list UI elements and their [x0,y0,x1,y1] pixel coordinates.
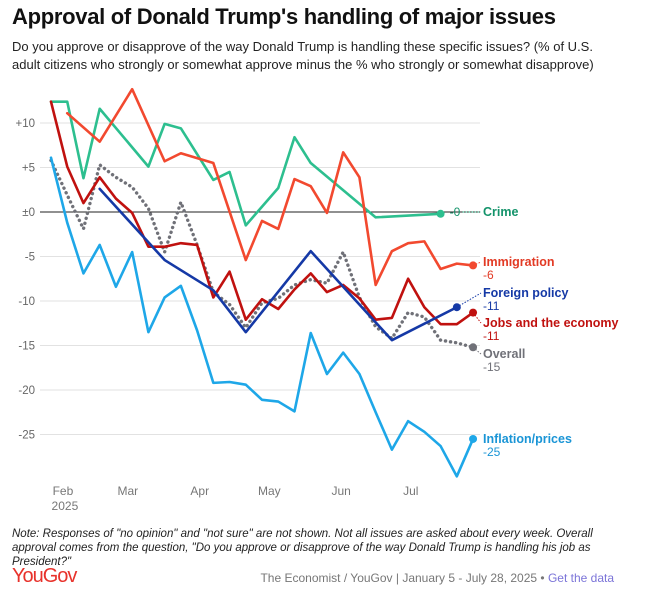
y-tick-label: -20 [18,385,35,397]
end-point-marker [469,434,478,443]
series-foreign-policy: Foreign policy-11 [98,187,568,342]
x-tick-label: Mar [118,484,139,498]
x-tick-label: Jun [332,484,351,498]
get-the-data-link[interactable]: Get the data [547,571,614,585]
x-tick-label: Feb [53,484,74,498]
series-line [49,100,475,326]
end-value-label: -25 [483,445,501,459]
y-tick-label: -10 [18,296,35,308]
series-line [65,87,475,287]
series-jobs-and-the-economy: Jobs and the economy-11 [49,100,618,343]
y-tick-label: -15 [18,341,35,353]
series-label: Foreign policy [483,286,568,300]
y-tick-label: -5 [25,252,35,264]
y-tick-label: +10 [15,118,35,130]
series-label: Overall [483,347,525,361]
end-value-label: -6 [483,268,494,282]
series-label: Crime [483,205,518,219]
y-tick-label: +5 [22,163,35,175]
label-connector [456,292,482,308]
series-label: Immigration [483,255,555,269]
series-overall: Overall-15 [49,158,525,374]
x-tick-label: Apr [190,484,209,498]
y-tick-label: -25 [18,430,35,442]
label-connector [472,261,482,266]
chart-subtitle: Do you approve or disapprove of the way … [12,39,594,72]
label-connector [472,312,482,324]
end-point-marker [436,209,445,218]
series-label: Inflation/prices [483,432,572,446]
end-value-label: -15 [483,360,501,374]
x-tick-sublabel: 2025 [52,499,79,513]
end-value-label: -11 [483,299,500,313]
source-line: The Economist / YouGov | January 5 - Jul… [260,571,614,585]
series-label: Jobs and the economy [483,316,618,330]
end-value-label: -11 [483,329,500,343]
x-tick-label: May [258,484,281,498]
series-line [49,100,442,227]
series-line [49,158,475,349]
chart-note: Note: Responses of "no opinion" and "not… [12,528,593,568]
chart-title: Approval of Donald Trump's handling of m… [12,4,556,29]
yougov-logo: YouGov [12,565,77,587]
series-inflation-prices: Inflation/prices-25 [49,156,572,478]
end-value-label: -0 [450,205,461,219]
source-text: The Economist / YouGov | January 5 - Jul… [260,571,548,585]
x-tick-label: Jul [403,484,418,498]
y-tick-label: ±0 [22,207,35,219]
series-immigration: Immigration-6 [65,87,555,287]
series-crime: -0 Crime [49,100,518,227]
